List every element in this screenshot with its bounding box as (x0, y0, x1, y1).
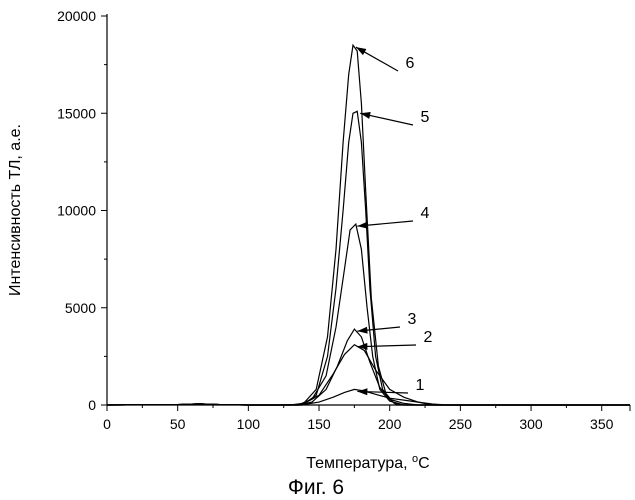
x-tick-label: 350 (590, 416, 614, 432)
y-tick-label: 5000 (65, 300, 96, 316)
series-curve-5 (107, 111, 630, 405)
x-tick-label: 50 (170, 416, 186, 432)
x-tick-label: 0 (103, 416, 111, 432)
series-curve-2 (107, 345, 630, 405)
x-tick-label: 150 (307, 416, 331, 432)
y-ticks: 0 5000 10000 15000 20000 (57, 8, 107, 413)
curve-label-4: 4 (421, 205, 430, 222)
y-tick-label: 20000 (57, 8, 96, 24)
x-axis-title-unit: C (418, 455, 430, 472)
x-ticks: 0 50 100 150 200 250 300 350 (103, 405, 630, 432)
label-arrow-head-1 (357, 388, 367, 395)
y-tick-label: 0 (88, 397, 96, 413)
curve-label-6: 6 (406, 55, 415, 72)
y-axis-title: Интенсивность ТЛ, а.е. (7, 124, 24, 296)
y-tick-label: 10000 (57, 203, 96, 219)
x-axis-title: Температура, oC (306, 453, 429, 472)
curve-label-5: 5 (421, 109, 430, 126)
label-arrow-head-3 (357, 327, 367, 334)
x-axis-title-main: Температура, (306, 455, 412, 472)
x-tick-label: 100 (237, 416, 261, 432)
series-curve-3 (107, 329, 630, 405)
curve-label-3: 3 (408, 311, 417, 328)
x-tick-label: 200 (378, 416, 402, 432)
x-tick-label: 250 (449, 416, 473, 432)
x-tick-label: 300 (519, 416, 543, 432)
curve-label-1: 1 (416, 377, 425, 394)
label-arrow-head-4 (357, 222, 367, 229)
curve-label-2: 2 (424, 329, 433, 346)
y-tick-label: 15000 (57, 105, 96, 121)
figure-caption: Фиг. 6 (288, 476, 344, 499)
